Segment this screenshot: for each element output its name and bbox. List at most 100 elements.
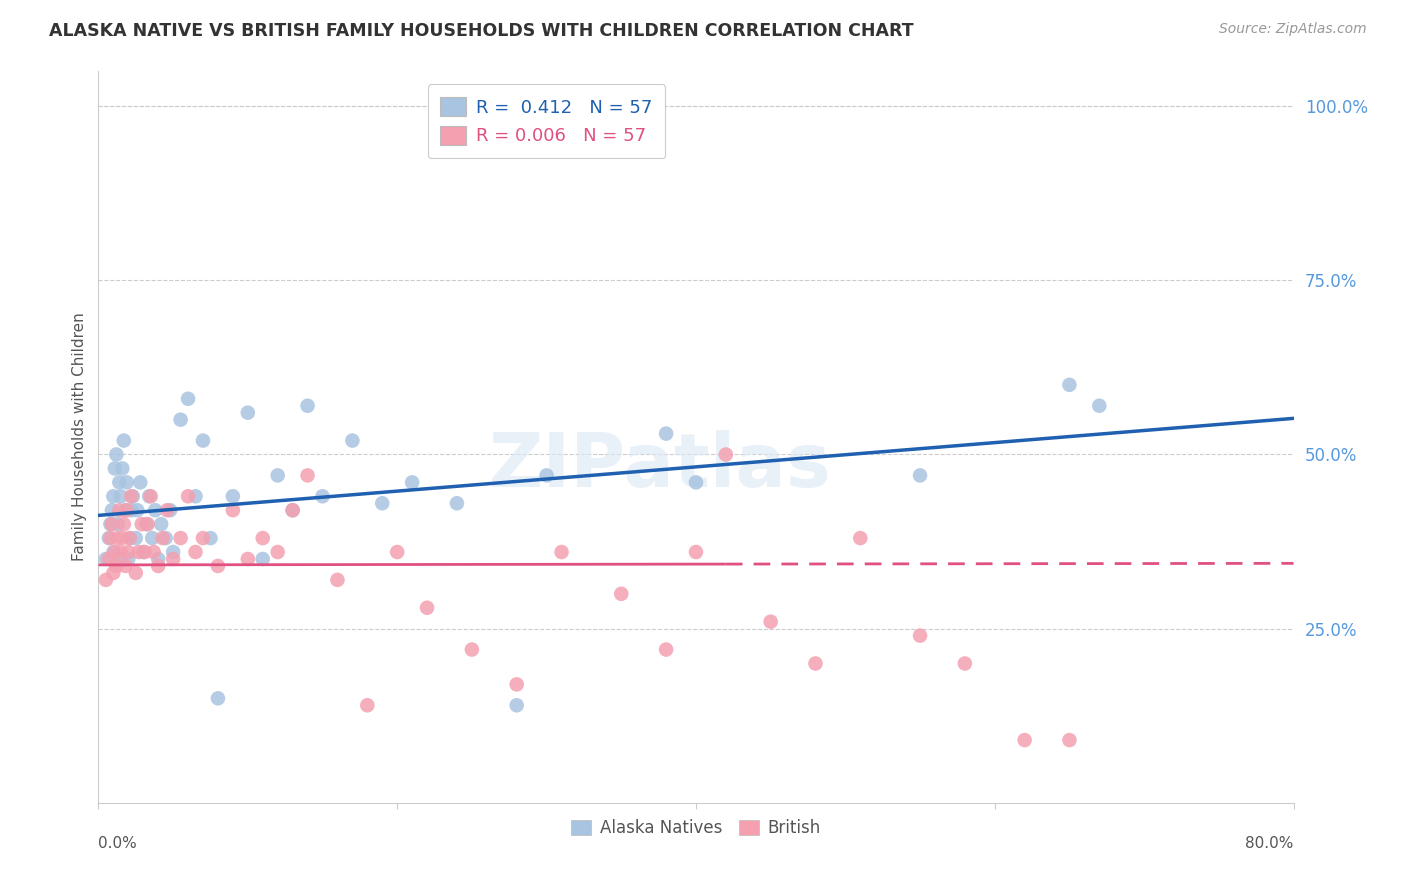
- Point: [101, 503, 124, 517]
- Point: [655, 642, 678, 657]
- Point: [685, 475, 707, 490]
- Point: [908, 468, 931, 483]
- Point: [222, 503, 245, 517]
- Point: [114, 558, 136, 573]
- Point: [1059, 733, 1081, 747]
- Point: [150, 517, 173, 532]
- Point: [121, 489, 143, 503]
- Point: [105, 558, 128, 573]
- Point: [1014, 733, 1036, 747]
- Point: [207, 691, 229, 706]
- Point: [550, 545, 572, 559]
- Point: [191, 434, 214, 448]
- Point: [655, 426, 678, 441]
- Y-axis label: Family Households with Children: Family Households with Children: [72, 313, 87, 561]
- Point: [148, 552, 170, 566]
- Text: 0.0%: 0.0%: [98, 836, 138, 851]
- Point: [110, 545, 132, 559]
- Point: [103, 489, 125, 503]
- Point: [461, 642, 484, 657]
- Point: [143, 503, 166, 517]
- Point: [191, 531, 214, 545]
- Point: [714, 448, 737, 462]
- Point: [610, 587, 633, 601]
- Point: [127, 503, 149, 517]
- Point: [804, 657, 827, 671]
- Point: [849, 531, 872, 545]
- Point: [115, 475, 138, 490]
- Point: [953, 657, 976, 671]
- Point: [685, 545, 707, 559]
- Point: [162, 552, 184, 566]
- Point: [200, 531, 222, 545]
- Point: [101, 517, 124, 532]
- Point: [148, 558, 170, 573]
- Text: 80.0%: 80.0%: [1246, 836, 1294, 851]
- Point: [1088, 399, 1111, 413]
- Point: [97, 531, 120, 545]
- Legend: Alaska Natives, British: Alaska Natives, British: [564, 811, 828, 846]
- Point: [114, 503, 136, 517]
- Point: [112, 434, 135, 448]
- Point: [132, 545, 155, 559]
- Text: ALASKA NATIVE VS BRITISH FAMILY HOUSEHOLDS WITH CHILDREN CORRELATION CHART: ALASKA NATIVE VS BRITISH FAMILY HOUSEHOL…: [49, 22, 914, 40]
- Point: [222, 489, 245, 503]
- Point: [142, 545, 165, 559]
- Point: [138, 489, 160, 503]
- Point: [536, 468, 558, 483]
- Point: [97, 552, 120, 566]
- Point: [125, 531, 148, 545]
- Point: [207, 558, 229, 573]
- Point: [371, 496, 394, 510]
- Point: [155, 531, 177, 545]
- Point: [108, 503, 131, 517]
- Point: [326, 573, 349, 587]
- Point: [110, 552, 132, 566]
- Point: [136, 517, 159, 532]
- Point: [103, 566, 125, 580]
- Text: Source: ZipAtlas.com: Source: ZipAtlas.com: [1219, 22, 1367, 37]
- Point: [103, 545, 125, 559]
- Point: [115, 503, 138, 517]
- Point: [105, 448, 128, 462]
- Point: [506, 677, 529, 691]
- Point: [169, 412, 191, 426]
- Point: [94, 573, 117, 587]
- Point: [385, 545, 409, 559]
- Point: [267, 545, 290, 559]
- Point: [141, 531, 163, 545]
- Point: [759, 615, 782, 629]
- Point: [104, 545, 127, 559]
- Point: [139, 489, 162, 503]
- Point: [297, 399, 319, 413]
- Point: [94, 552, 117, 566]
- Text: ZIPatlas: ZIPatlas: [489, 430, 831, 503]
- Point: [98, 531, 122, 545]
- Point: [118, 531, 141, 545]
- Point: [128, 545, 150, 559]
- Point: [267, 468, 290, 483]
- Point: [111, 531, 134, 545]
- Point: [134, 545, 156, 559]
- Point: [110, 489, 132, 503]
- Point: [118, 531, 141, 545]
- Point: [135, 517, 157, 532]
- Point: [104, 461, 127, 475]
- Point: [236, 552, 259, 566]
- Point: [162, 545, 184, 559]
- Point: [169, 531, 191, 545]
- Point: [98, 517, 122, 532]
- Point: [416, 600, 439, 615]
- Point: [129, 475, 152, 490]
- Point: [177, 392, 200, 406]
- Point: [107, 517, 129, 532]
- Point: [281, 503, 304, 517]
- Point: [252, 552, 274, 566]
- Point: [184, 545, 207, 559]
- Point: [506, 698, 529, 713]
- Point: [281, 503, 304, 517]
- Point: [111, 461, 134, 475]
- Point: [297, 468, 319, 483]
- Point: [152, 531, 174, 545]
- Point: [120, 503, 142, 517]
